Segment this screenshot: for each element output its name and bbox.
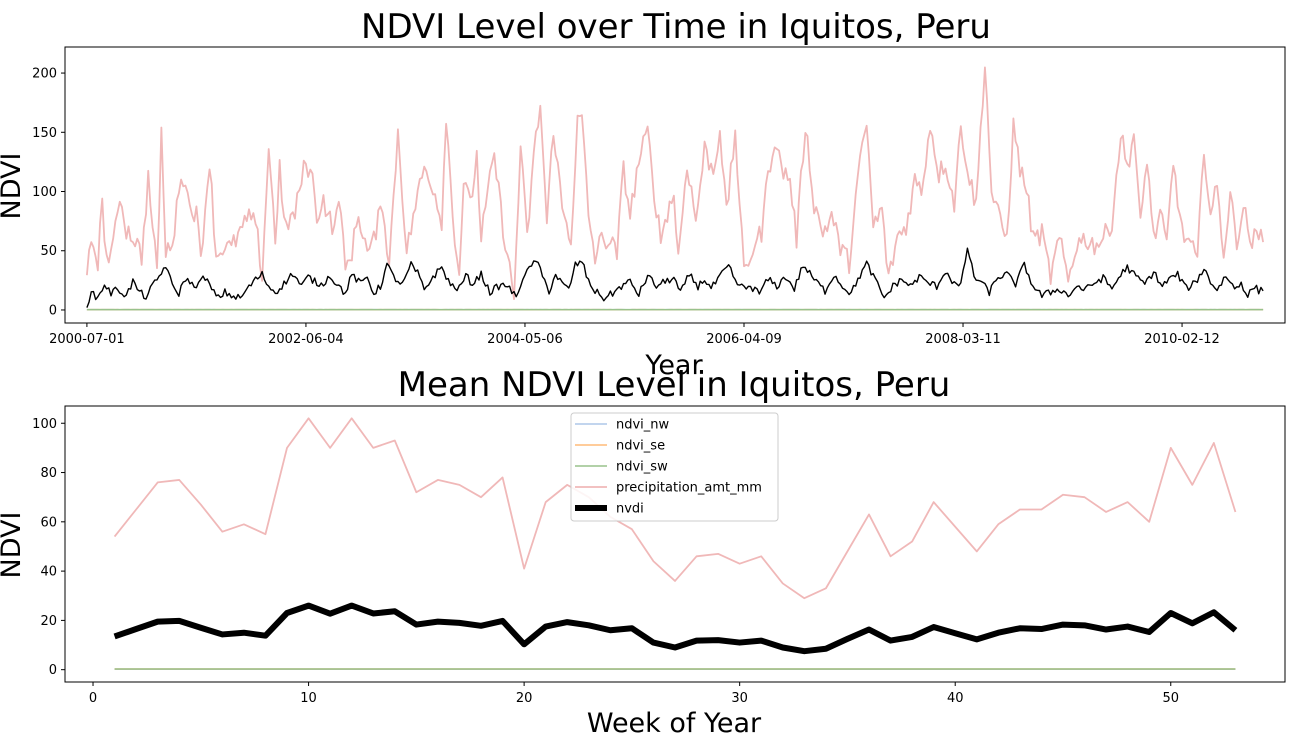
chart1-x-tick-label: 2008-03-11: [925, 332, 1001, 347]
legend-label-nvdi: nvdi: [616, 502, 644, 517]
legend-label-ndvi-se: ndvi_se: [616, 439, 665, 454]
chart2-y-tick-label: 80: [40, 466, 57, 481]
chart1-y-axis: 0 50 100 150 200: [32, 67, 65, 318]
time-series-chart: NDVI Level over Time in Iquitos, Peru 0 5…: [0, 7, 1286, 381]
chart2-y-tick-label: 100: [32, 417, 57, 432]
chart2-x-tick-label: 10: [300, 691, 317, 706]
chart2-series-nvdi: [113, 602, 1238, 655]
chart2-x-tick-label: 30: [731, 691, 748, 706]
chart2-x-tick-label: 20: [516, 691, 533, 706]
chart1-plot-area: [64, 46, 1286, 324]
chart1-x-axis: 2000-07-01 2002-06-04 2004-05-06 2006-04-09…: [49, 323, 1220, 347]
chart1-x-tick-label: 2004-05-06: [487, 332, 563, 347]
chart2-x-tick-label: 50: [1162, 691, 1179, 706]
chart1-series-nvdi: [86, 247, 1264, 308]
chart1-x-axis-label: Year: [644, 350, 703, 381]
legend-label-precipitation-amt-mm: precipitation_amt_mm: [616, 481, 762, 496]
chart1-y-tick-label: 50: [40, 244, 57, 259]
chart2-y-axis: 0 20 40 60 80 100: [32, 417, 65, 678]
chart1-y-tick-label: 100: [32, 185, 57, 200]
chart1-series: [86, 66, 1264, 311]
chart2-x-axis-label: Week of Year: [587, 708, 762, 734]
chart1-y-tick-label: 150: [32, 126, 57, 141]
chart2-x-tick-label: 0: [89, 691, 97, 706]
chart2-y-tick-label: 0: [49, 663, 57, 678]
chart2-legend: ndvi_nw ndvi_se ndvi_sw precipitation_amt_m…: [570, 412, 779, 522]
chart1-y-tick-label: 200: [32, 67, 57, 82]
chart1-x-tick-label: 2000-07-01: [49, 332, 125, 347]
chart2-y-tick-label: 20: [40, 614, 57, 629]
chart1-x-tick-label: 2006-04-09: [706, 332, 782, 347]
legend-box: [570, 412, 779, 522]
chart2-y-axis-label: NDVI: [0, 512, 27, 579]
chart1-y-tick-label: 0: [49, 303, 57, 318]
chart2-plot-area: [64, 405, 1286, 683]
legend-label-ndvi-nw: ndvi_nw: [616, 418, 670, 433]
chart2-title: Mean NDVI Level in Iquitos, Peru: [398, 365, 951, 405]
chart2-series: [113, 417, 1238, 670]
chart1-series-precipitation-amt-mm: [86, 66, 1264, 301]
chart2-y-tick-label: 40: [40, 565, 57, 580]
chart2-x-axis: 0 10 20 30 40 50: [89, 682, 1179, 706]
weekly-mean-chart: Mean NDVI Level in Iquitos, Peru 0 20 40 60…: [0, 365, 1286, 734]
chart1-x-tick-label: 2010-02-12: [1144, 332, 1220, 347]
chart2-series-precipitation-amt-mm: [113, 417, 1237, 600]
chart2-y-tick-label: 60: [40, 515, 57, 530]
chart1-title: NDVI Level over Time in Iquitos, Peru: [361, 7, 991, 47]
chart2-x-tick-label: 40: [947, 691, 964, 706]
chart1-x-tick-label: 2002-06-04: [268, 332, 344, 347]
chart1-y-axis-label: NDVI: [0, 153, 27, 220]
legend-label-ndvi-sw: ndvi_sw: [616, 460, 668, 475]
